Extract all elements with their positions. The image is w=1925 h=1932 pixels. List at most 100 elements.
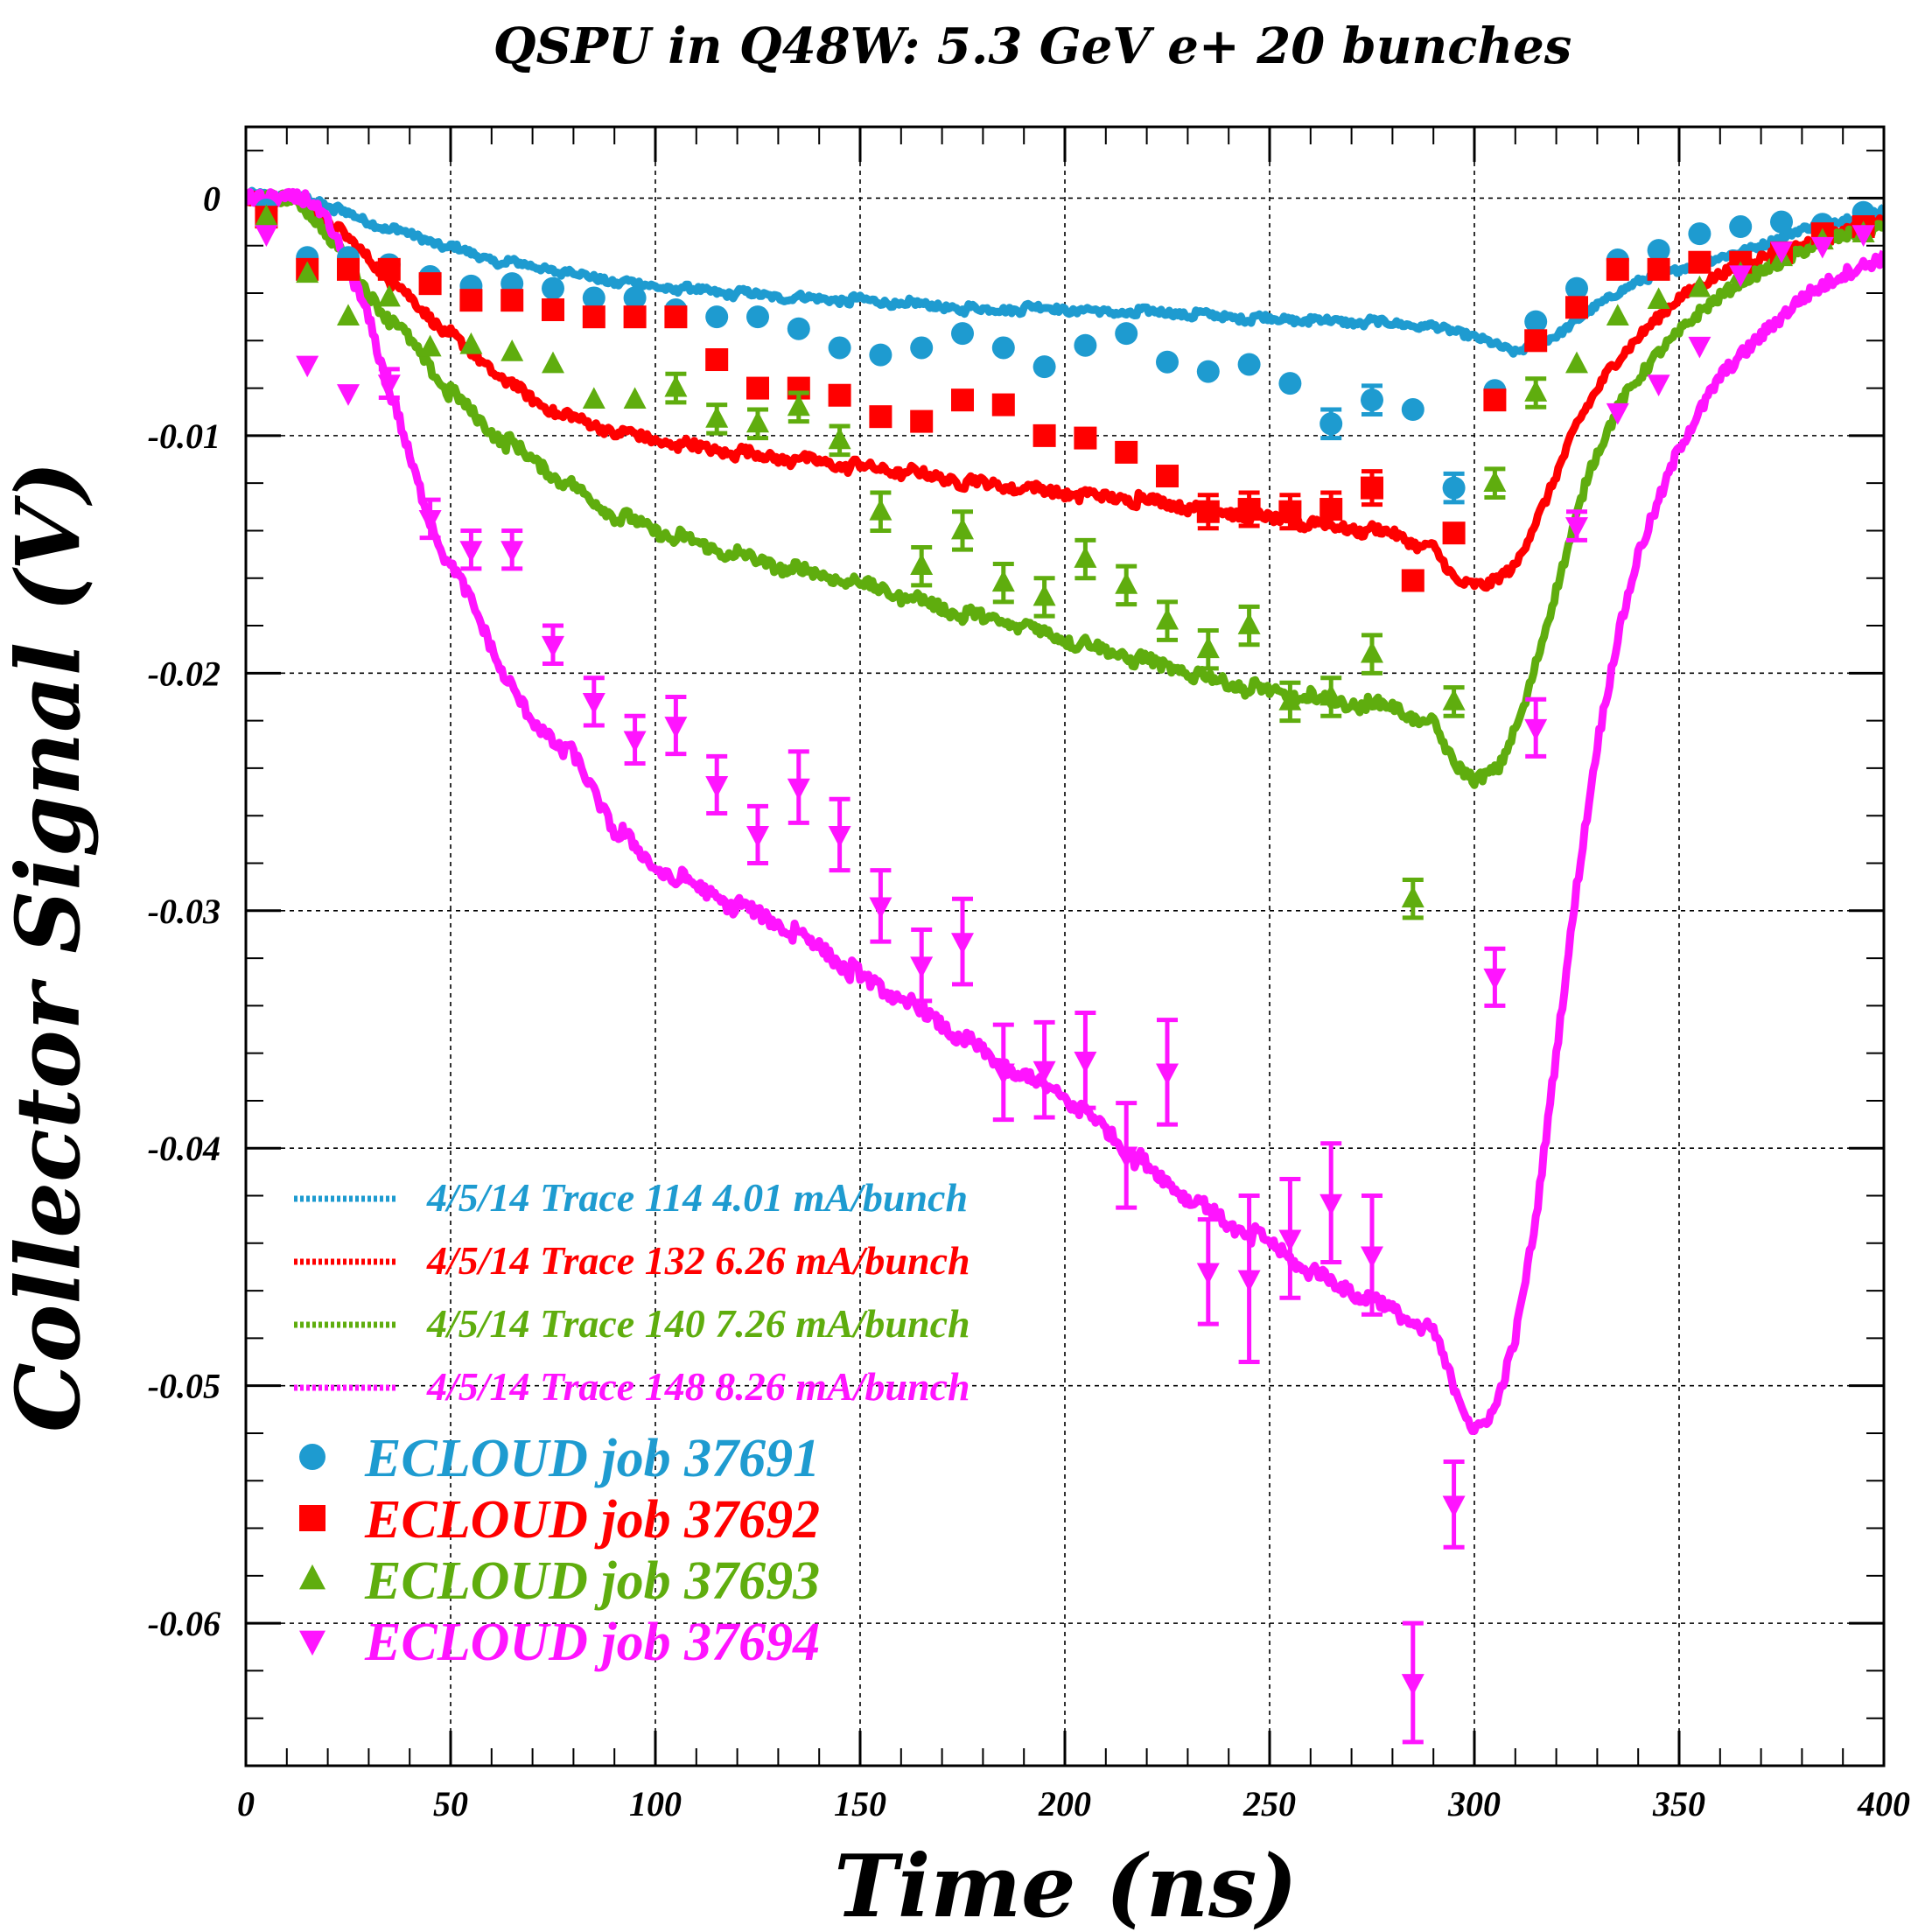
data-point (705, 348, 729, 372)
data-point (991, 393, 1015, 416)
data-point (869, 897, 892, 920)
trace-line (246, 186, 1884, 358)
trace-line (246, 190, 1884, 592)
data-point (951, 322, 974, 346)
data-point (910, 336, 934, 360)
data-point (1320, 1194, 1343, 1216)
data-point (1442, 522, 1466, 545)
data-point (1524, 329, 1548, 353)
data-point (1565, 517, 1588, 539)
data-point (1156, 607, 1179, 630)
x-tick-label: 250 (1242, 1784, 1296, 1824)
data-point (1647, 239, 1670, 262)
data-point (542, 276, 564, 300)
data-point (1483, 968, 1507, 990)
data-point (1115, 322, 1138, 346)
data-point (1647, 257, 1670, 281)
data-point (1852, 225, 1875, 247)
data-point (1074, 333, 1097, 357)
data-point (1032, 584, 1056, 606)
data-point (459, 541, 483, 563)
data-point (1606, 402, 1629, 425)
data-point (337, 384, 360, 406)
y-tick-label: -0.02 (148, 654, 220, 693)
data-point (1196, 1263, 1220, 1285)
data-point (828, 383, 851, 407)
data-point (623, 387, 647, 410)
y-tick-label: -0.05 (148, 1367, 220, 1406)
data-point (459, 289, 483, 312)
data-point (1442, 476, 1466, 500)
data-point (869, 343, 892, 367)
legend-line-label: 4/5/14 Trace 114 4.01 mA/bunch (426, 1175, 968, 1220)
legend-line-label: 4/5/14 Trace 148 8.26 mA/bunch (426, 1364, 970, 1409)
data-point (1524, 718, 1548, 741)
data-point (1361, 476, 1383, 500)
x-axis-label: Time (ns) (834, 1837, 1297, 1932)
data-point (1647, 374, 1670, 396)
data-point (1237, 612, 1261, 634)
data-point (787, 394, 810, 416)
data-point (1688, 250, 1712, 274)
y-tick-label: -0.06 (148, 1604, 220, 1643)
data-point (746, 826, 769, 848)
data-point (1278, 372, 1302, 396)
data-point (1606, 257, 1629, 281)
data-point (664, 305, 688, 329)
legend-marker-swatch (299, 1505, 326, 1531)
chart-title: QSPU in Q48W: 5.3 GeV e+ 20 bunches (494, 18, 1572, 75)
data-point (296, 261, 319, 284)
data-point (828, 427, 851, 450)
data-point (664, 717, 688, 738)
data-point (377, 284, 401, 307)
simulation-points (255, 199, 1875, 1745)
data-point (500, 541, 524, 563)
data-point (951, 517, 974, 540)
data-point (418, 272, 442, 296)
data-point (746, 410, 769, 433)
data-point (705, 776, 729, 798)
x-tick-label: 200 (1038, 1784, 1091, 1824)
legend-series-label: ECLOUD job 37692 (364, 1490, 820, 1550)
data-point (787, 317, 810, 340)
y-tick-label: -0.04 (148, 1129, 220, 1168)
data-point (1810, 236, 1834, 259)
data-point (1483, 388, 1507, 412)
x-tick-label: 50 (433, 1784, 468, 1824)
legend-marker-swatch (299, 1564, 326, 1590)
data-point (951, 388, 974, 412)
data-point (1361, 1246, 1383, 1269)
data-point (1565, 296, 1588, 319)
y-tick-label: -0.03 (148, 892, 220, 931)
data-point (1115, 572, 1138, 594)
data-point (582, 693, 606, 715)
data-point (705, 305, 729, 329)
data-point (623, 286, 647, 310)
data-point (1442, 1495, 1466, 1518)
data-point (1401, 1674, 1424, 1696)
legend-marker-swatch (299, 1444, 326, 1470)
data-point (418, 510, 442, 532)
data-point (991, 570, 1015, 592)
x-tick-label: 150 (834, 1784, 886, 1824)
data-point (910, 956, 934, 979)
data-point (1524, 310, 1548, 333)
trace-lines (246, 186, 1884, 1435)
data-point (377, 257, 401, 281)
data-point (582, 286, 606, 310)
data-point (542, 298, 564, 322)
data-point (1196, 360, 1220, 383)
data-point (500, 289, 524, 312)
data-point (869, 405, 892, 429)
data-point (1278, 1229, 1302, 1252)
data-point (1688, 222, 1712, 246)
data-point (418, 334, 442, 357)
data-point (255, 204, 278, 227)
y-axis-label: Collector Signal (V) (0, 461, 100, 1432)
data-point (746, 376, 769, 400)
data-point (1770, 242, 1793, 263)
data-point (869, 498, 892, 521)
legend-line-label: 4/5/14 Trace 132 6.26 mA/bunch (426, 1238, 970, 1283)
data-point (1361, 388, 1383, 412)
